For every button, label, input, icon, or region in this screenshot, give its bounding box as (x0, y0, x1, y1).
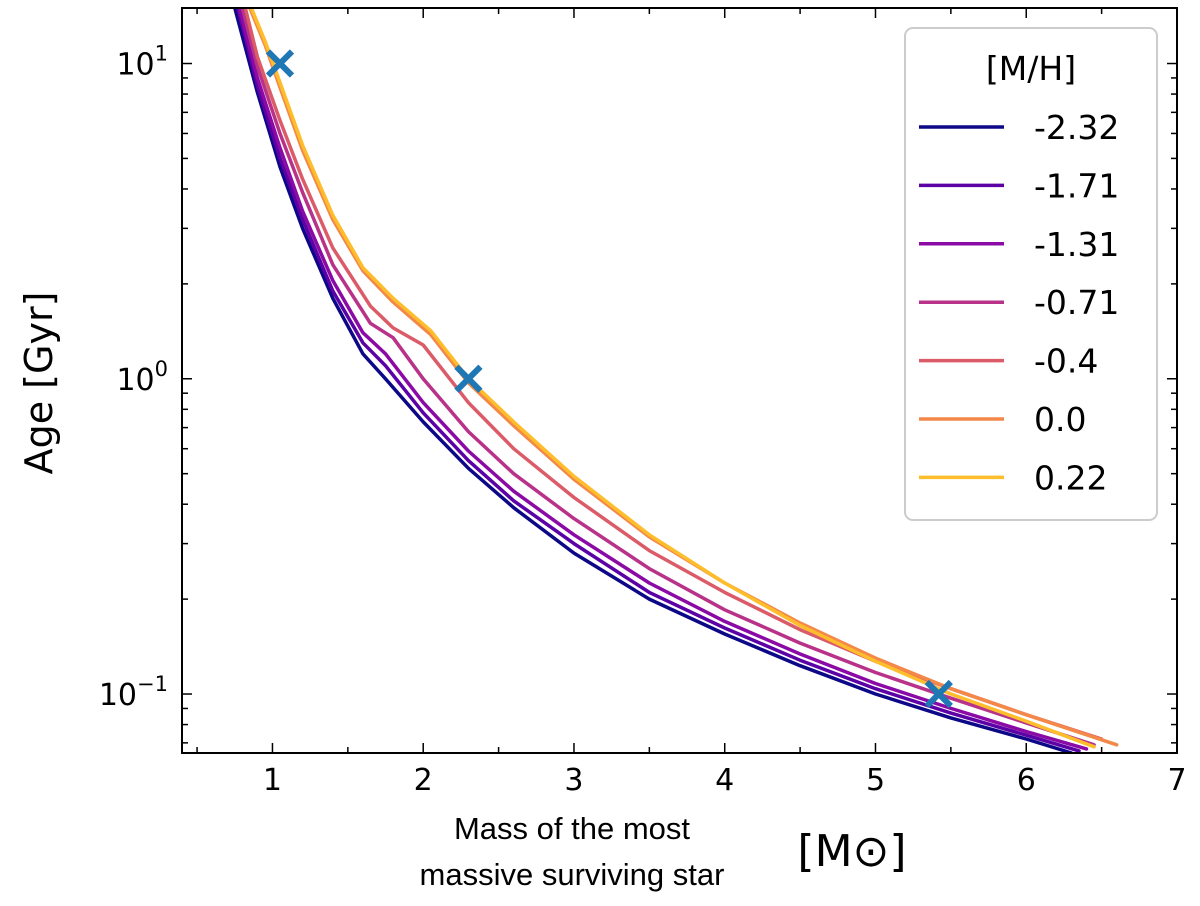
y-tick-label: 100 (116, 357, 168, 398)
series-line-3 (237, 8, 1089, 751)
x-tick-label: 4 (715, 763, 734, 798)
series-line-4 (240, 8, 1096, 747)
x-tick-label: 7 (1167, 763, 1186, 798)
series-lines (233, 8, 1119, 753)
x-axis-label-line-2: massive surviving star (420, 857, 725, 892)
legend-label-7: 0.22 (1034, 458, 1107, 497)
x-tick-label: 6 (1017, 763, 1036, 798)
legend-label-4: -0.71 (1034, 283, 1119, 322)
legend-entries: -2.32 -1.71 -1.31 -0.71 -0.4 0.0 0.22 (919, 108, 1119, 497)
legend-box (904, 27, 1158, 521)
x-marker-3 (924, 679, 953, 709)
x-marker-1 (265, 49, 295, 78)
legend-label-2: -1.71 (1034, 166, 1119, 205)
plot-frame (181, 7, 1178, 754)
y-tick-label: 101 (116, 42, 168, 83)
x-tick-label: 5 (866, 763, 885, 798)
x-axis-unit-label: [M⊙] (797, 826, 906, 877)
x-axis: 1 2 3 4 5 6 7 (196, 8, 1187, 798)
x-marker-2 (454, 364, 483, 393)
y-axis-label: Age [Gyr] (17, 292, 61, 475)
legend-label-6: 0.0 (1034, 400, 1086, 439)
series-line-2 (236, 8, 1081, 753)
y-axis: 10−1 100 101 (99, 42, 1177, 744)
series-line-1 (233, 8, 1074, 753)
series-line-7 (249, 8, 1096, 749)
reference-markers (265, 49, 953, 709)
legend-label-5: -0.4 (1034, 342, 1098, 381)
x-axis-label-line-1: Mass of the most (454, 811, 690, 846)
x-tick-label: 2 (414, 763, 433, 798)
legend-label-3: -1.31 (1034, 225, 1119, 264)
y-tick-label: 10−1 (99, 672, 168, 713)
legend-title: [M/H] (986, 49, 1076, 88)
legend: [M/H] -2.32 -1.71 -1.31 -0.71 -0.4 0.0 0.22 (904, 27, 1158, 521)
x-tick-label: 1 (263, 763, 282, 798)
x-tick-label: 3 (564, 763, 583, 798)
legend-label-1: -2.32 (1034, 108, 1119, 147)
